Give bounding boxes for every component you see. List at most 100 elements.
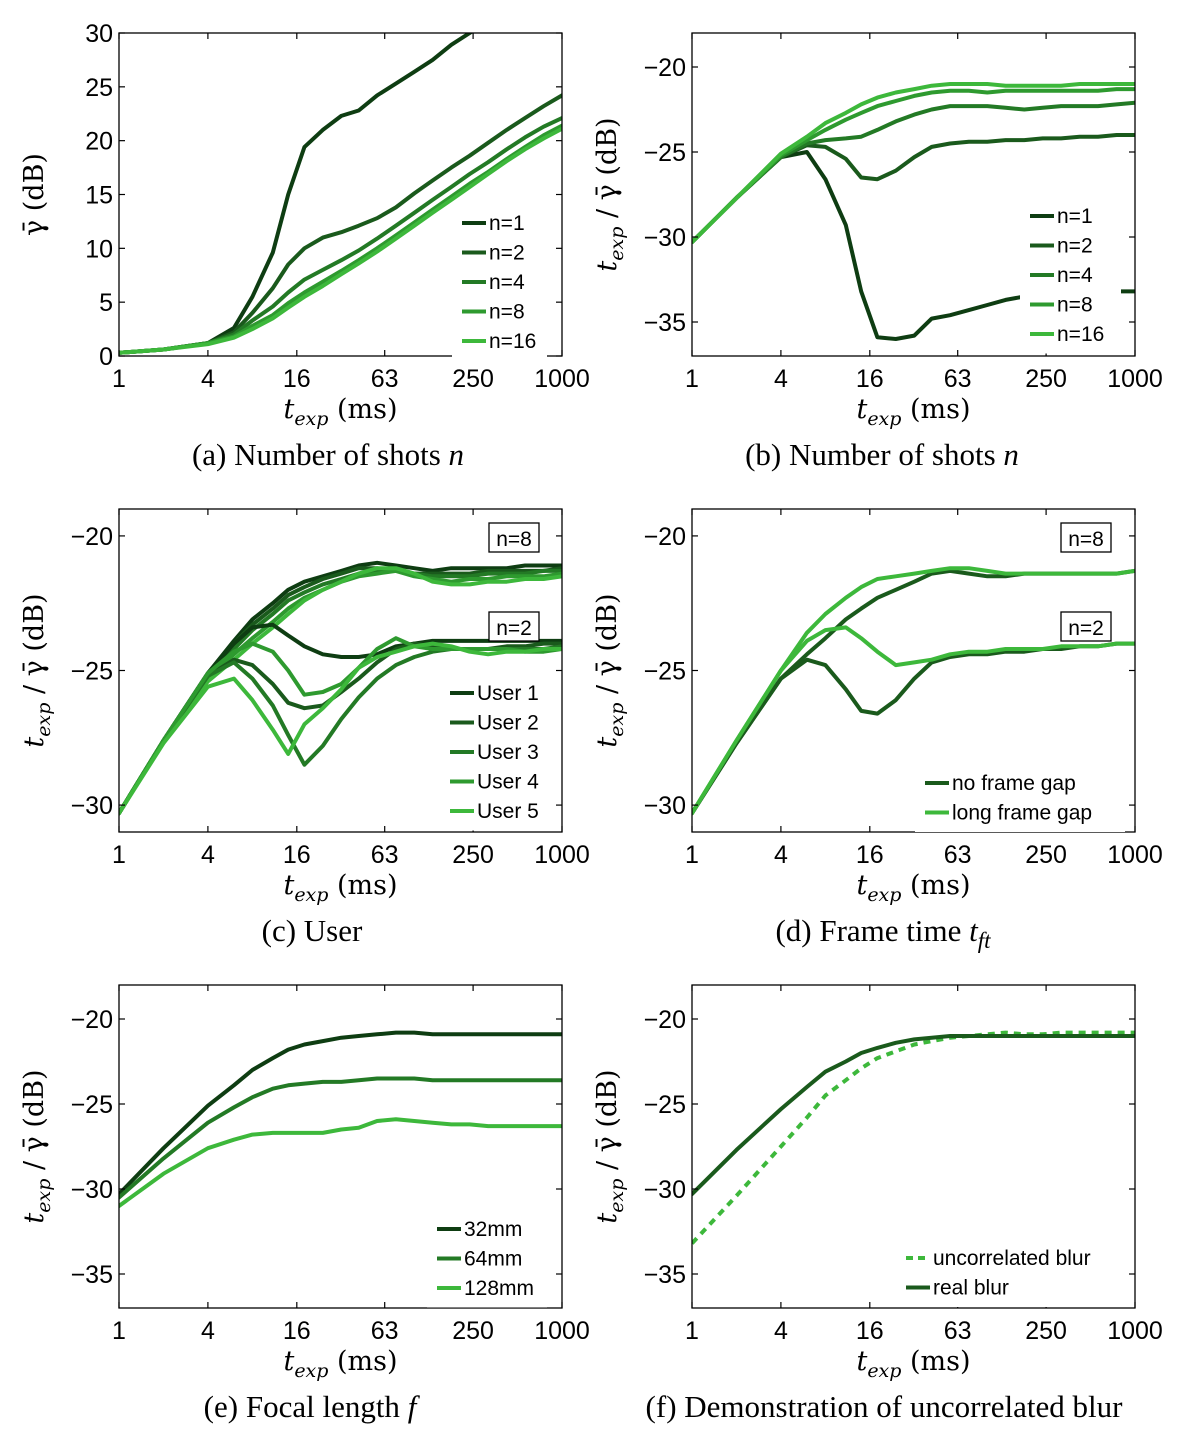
series-line-real-blur xyxy=(692,1034,1135,1197)
legend: User 1 User 2 User 3 User 4 User 5 xyxy=(440,675,550,831)
y-tick-label: −30 xyxy=(71,792,113,820)
series-group xyxy=(119,33,562,355)
legend-label: uncorrelated blur xyxy=(933,1247,1091,1270)
y-tick-label: −35 xyxy=(644,1261,686,1289)
legend-label: n=16 xyxy=(1057,323,1104,346)
legend: n=1 n=2 n=4 n=8 n=16 xyxy=(1020,198,1121,354)
y-tick-label: −25 xyxy=(644,1091,686,1119)
legend: n=1 n=2 n=4 n=8 n=16 xyxy=(452,205,547,361)
annotation-box xyxy=(1060,611,1112,642)
y-tick-label: −35 xyxy=(644,309,686,337)
series-line-user-4-n2 xyxy=(119,636,562,816)
x-tick-label: 1000 xyxy=(1107,1317,1163,1345)
y-tick-label: 25 xyxy=(85,74,113,102)
x-tick-label: 1 xyxy=(112,365,126,393)
subplot-caption: (c) User xyxy=(262,913,363,948)
legend-label: n=1 xyxy=(489,212,525,235)
legend-label: User 2 xyxy=(477,712,539,735)
legend-label: no frame gap xyxy=(952,772,1076,795)
x-tick-label: 1000 xyxy=(534,365,590,393)
series-group xyxy=(119,560,562,816)
x-tick-label: 63 xyxy=(371,365,399,393)
x-tick-label: 1000 xyxy=(1107,841,1163,869)
legend-label: n=8 xyxy=(489,301,525,324)
legend-label: 64mm xyxy=(464,1248,522,1271)
y-tick-label: −20 xyxy=(71,1006,113,1034)
series-line-n-2 xyxy=(119,93,562,355)
legend-label: User 1 xyxy=(477,682,539,705)
y-axis-label: γ̄ (dB) xyxy=(19,153,50,236)
x-axis-label: texp (ms) xyxy=(283,870,397,906)
x-tick-label: 4 xyxy=(774,841,788,869)
series-line-n-16 xyxy=(692,82,1135,245)
legend-label: n=2 xyxy=(1057,235,1093,258)
legend: uncorrelated blur real blur xyxy=(896,1240,1126,1307)
x-tick-label: 16 xyxy=(856,365,884,393)
x-tick-label: 4 xyxy=(201,365,215,393)
y-tick-label: −25 xyxy=(71,1091,113,1119)
y-tick-label: −20 xyxy=(644,54,686,82)
x-axis-label: texp (ms) xyxy=(856,870,970,906)
y-tick-label: 20 xyxy=(85,128,113,156)
y-tick-label: 5 xyxy=(99,289,113,317)
x-tick-label: 1 xyxy=(685,841,699,869)
y-axis-label: texp / γ̄ (dB) xyxy=(19,593,55,747)
subplot-caption: (d) Frame time tft xyxy=(775,913,991,953)
series-line-user-5-n2 xyxy=(119,641,562,816)
plot-frame xyxy=(118,984,563,1309)
x-tick-label: 16 xyxy=(856,1317,884,1345)
chart-e: 1 4 16 63 250 1000 −35 −30 −25 −20 texp (ms) texp /… xyxy=(19,984,590,1424)
legend-label: n=1 xyxy=(1057,205,1093,228)
chart-a: 1 4 16 63 250 1000 0 5 10 15 20 25 30 texp (ms) γ̄ (dB… xyxy=(19,20,590,472)
legend-label: User 4 xyxy=(477,771,539,794)
y-tick-label: −25 xyxy=(644,139,686,167)
series-line-user-5-n8 xyxy=(119,566,562,816)
x-tick-label: 1 xyxy=(685,1317,699,1345)
subplot-caption: (b) Number of shots n xyxy=(745,437,1019,472)
annotation-box xyxy=(488,522,540,553)
series-group xyxy=(119,1030,562,1208)
series-line-n-1 xyxy=(119,33,474,355)
x-tick-label: 16 xyxy=(856,841,884,869)
x-tick-label: 4 xyxy=(201,841,215,869)
legend-label: n=4 xyxy=(489,271,525,294)
series-line-n-2 xyxy=(692,133,1135,245)
y-tick-label: −35 xyxy=(71,1261,113,1289)
series-line-long-frame-gap-n2 xyxy=(692,625,1135,816)
legend-box xyxy=(915,765,1125,832)
annotation-box xyxy=(1060,522,1112,553)
x-tick-label: 16 xyxy=(283,1317,311,1345)
y-tick-label: −20 xyxy=(71,523,113,551)
x-tick-label: 63 xyxy=(371,841,399,869)
subplot-caption: (a) Number of shots n xyxy=(192,437,464,472)
x-tick-label: 1 xyxy=(685,365,699,393)
series-line-n-4 xyxy=(692,100,1135,245)
y-axis-label: texp / γ̄ (dB) xyxy=(592,593,628,747)
y-tick-label: 15 xyxy=(85,182,113,210)
legend-label: 128mm xyxy=(464,1277,534,1300)
series-group xyxy=(692,1030,1135,1245)
legend-label: long frame gap xyxy=(952,802,1092,825)
series-line-32mm xyxy=(119,1030,562,1197)
chart-c: 1 4 16 63 250 1000 −30 −25 −20 texp (ms) texp / γ̄… xyxy=(19,508,590,948)
x-tick-label: 4 xyxy=(201,1317,215,1345)
y-axis-label: texp / γ̄ (dB) xyxy=(592,1069,628,1223)
annotation-label: n=8 xyxy=(496,528,532,551)
y-tick-label: −30 xyxy=(644,792,686,820)
x-axis-label: texp (ms) xyxy=(856,394,970,430)
legend-label: n=4 xyxy=(1057,264,1093,287)
annotation-label: n=2 xyxy=(496,617,532,640)
x-tick-label: 4 xyxy=(774,1317,788,1345)
y-tick-label: −20 xyxy=(644,523,686,551)
x-axis-label: texp (ms) xyxy=(283,1346,397,1382)
chart-f: 1 4 16 63 250 1000 −35 −30 −25 −20 texp (ms) texp /… xyxy=(592,984,1163,1424)
series-line-128mm xyxy=(119,1117,562,1208)
subplot-caption: (f) Demonstration of uncorrelated blur xyxy=(646,1389,1124,1424)
x-tick-label: 250 xyxy=(1025,841,1067,869)
series-line-n-8 xyxy=(692,87,1135,245)
y-tick-label: −30 xyxy=(644,224,686,252)
series-line-n-4 xyxy=(119,116,562,355)
series-group xyxy=(692,566,1135,816)
series-line-long-frame-gap-n8 xyxy=(692,566,1135,816)
x-axis-label: texp (ms) xyxy=(856,1346,970,1382)
